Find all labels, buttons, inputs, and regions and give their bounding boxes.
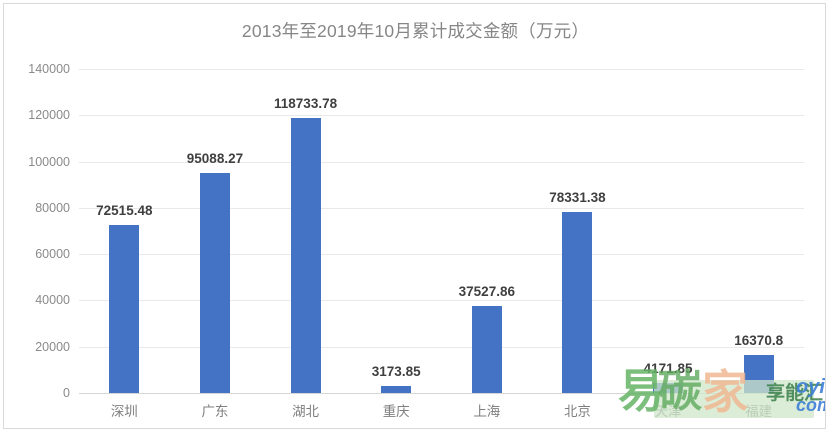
bar-value-label: 118733.78 (274, 96, 338, 112)
gridline (79, 346, 804, 348)
gridline (79, 69, 804, 70)
bar-value-label: 4171.85 (643, 361, 693, 377)
y-axis-tick-label: 80000 (35, 200, 70, 215)
x-axis-tick-label: 北京 (563, 404, 591, 419)
y-axis-tick-label: 120000 (28, 108, 70, 123)
bar-value-label: 3173.85 (371, 363, 421, 379)
gridline (79, 115, 804, 117)
x-axis-tick-label: 福建 (745, 404, 773, 419)
gridline (79, 161, 804, 163)
y-axis-tick-label: 20000 (35, 339, 70, 354)
bar-value-label: 78331.38 (549, 189, 606, 205)
chart-title: 2013年至2019年10月累计成交金额（万元） (241, 21, 590, 41)
bar-value-label: 37527.86 (458, 284, 515, 300)
bar[interactable] (381, 385, 412, 393)
gridline (79, 300, 804, 302)
x-axis-tick-label: 深圳 (110, 404, 138, 419)
x-axis-tick-label: 重庆 (382, 404, 410, 419)
y-axis-tick-label: 60000 (35, 247, 70, 262)
watermark-domain-bottom: com (796, 395, 825, 415)
bar-value-label: 72515.48 (96, 203, 153, 219)
x-axis-tick-label: 上海 (473, 404, 501, 419)
gridline (79, 254, 804, 256)
x-axis-tick-label: 广东 (201, 404, 229, 419)
bar-value-label: 95088.27 (186, 150, 244, 166)
x-axis-tick-label: 天津 (654, 404, 682, 419)
gridline (79, 393, 804, 394)
bar-value-label: 16370.8 (734, 333, 784, 349)
y-axis-tick-label: 0 (63, 386, 70, 400)
bar[interactable] (653, 383, 684, 393)
bar[interactable] (199, 172, 230, 393)
bar[interactable] (743, 355, 774, 393)
bar[interactable] (471, 306, 502, 393)
chart-container: 2013年至2019年10月累计成交金额（万元） 0 20000 40000 6000… (3, 3, 826, 429)
gridline (79, 207, 804, 209)
y-axis-tick-label: 100000 (28, 154, 70, 169)
bar[interactable] (290, 118, 321, 393)
y-axis-tick-label: 140000 (28, 62, 70, 76)
y-axis-tick-label: 40000 (35, 293, 70, 308)
x-axis-tick-label: 湖北 (292, 404, 320, 419)
plot-area: 72515.48 95088.27 118733.78 3173.85 37527.86… (79, 69, 804, 394)
bar[interactable] (109, 225, 140, 393)
bar[interactable] (562, 211, 593, 393)
